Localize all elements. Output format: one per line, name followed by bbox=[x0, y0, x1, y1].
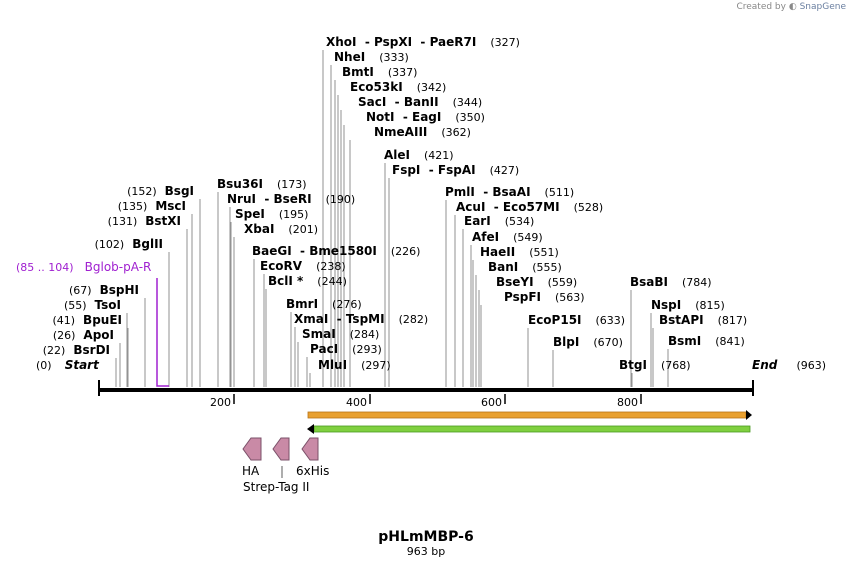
tick-label-600: 600 bbox=[481, 396, 502, 409]
plasmid-length: 963 bp bbox=[406, 545, 446, 558]
site-label-blpi: BlpI (670) bbox=[553, 335, 623, 349]
end-label: End bbox=[752, 358, 778, 372]
tag-label-his: 6xHis bbox=[296, 464, 329, 478]
site-label-bpuei: (41) BpuEI bbox=[52, 313, 122, 327]
snapgene-logo-icon: ◐ bbox=[788, 2, 797, 12]
site-label-saci-banii: SacI - BanII (344) bbox=[358, 95, 482, 109]
site-label-bani: BanI (555) bbox=[488, 260, 562, 274]
tag-label-ha: HA bbox=[242, 464, 260, 478]
site-label-xmai-tspmi: XmaI - TspMI (282) bbox=[294, 312, 428, 326]
tick-label-200: 200 bbox=[210, 396, 231, 409]
start-position: (0) bbox=[36, 359, 52, 372]
site-label-tsoi: (55) TsoI bbox=[64, 298, 121, 312]
credit-brand: SnapGene bbox=[799, 2, 846, 12]
site-lines bbox=[115, 50, 669, 387]
reverse-arrowhead-icon bbox=[307, 424, 314, 434]
primer-label: (85 .. 104) Bglob-pA-R bbox=[16, 256, 151, 275]
primer-range: (85 .. 104) bbox=[16, 261, 74, 274]
site-label-nspi: NspI (815) bbox=[651, 298, 725, 312]
site-label-xbai: XbaI (201) bbox=[244, 222, 318, 236]
site-label-ecorv: EcoRV (238) bbox=[260, 259, 346, 273]
site-label-ecop15i: EcoP15I (633) bbox=[528, 313, 625, 327]
site-label-pmli-bsaai: PmlI - BsaAI (511) bbox=[445, 185, 574, 199]
site-label-bsgi: (152) BsgI bbox=[127, 184, 194, 198]
site-label-btgi: BtgI (768) bbox=[619, 358, 691, 372]
site-label-alei: AleI (421) bbox=[384, 148, 454, 162]
site-label-nrui-bseri: NruI - BseRI (190) bbox=[227, 192, 355, 206]
site-label-nhei: NheI (333) bbox=[334, 50, 409, 64]
tick-label-400: 400 bbox=[346, 396, 367, 409]
site-label-bseyi: BseYI (559) bbox=[496, 275, 577, 289]
plasmid-name: pHLmMBP-6 bbox=[378, 529, 474, 545]
site-label-bsu36i: Bsu36I (173) bbox=[217, 177, 307, 191]
site-label-bsrdi: (22) BsrDI bbox=[43, 343, 110, 357]
ha-tag-arrow-icon bbox=[242, 437, 262, 461]
site-label-paci: PacI (293) bbox=[310, 342, 382, 356]
site-label-smai: SmaI (284) bbox=[302, 327, 379, 341]
sequence-backbone bbox=[99, 388, 753, 392]
site-label-bsphi: (67) BspHI bbox=[69, 283, 139, 297]
forward-arrowhead-icon bbox=[746, 410, 752, 420]
site-label-apoi: (26) ApoI bbox=[53, 328, 114, 342]
site-label-eco53ki: Eco53kI (342) bbox=[350, 80, 446, 94]
site-label-baegi-bme1580i: BaeGI - Bme1580I (226) bbox=[252, 244, 420, 258]
site-label-bmri: BmrI (276) bbox=[286, 297, 362, 311]
site-label-bsabi: BsaBI (784) bbox=[630, 275, 712, 289]
tag-label-strep: Strep-Tag II bbox=[243, 480, 309, 494]
site-label-acui-eco57mi: AcuI - Eco57MI (528) bbox=[456, 200, 603, 214]
site-label-nmeaiii: NmeAIII (362) bbox=[374, 125, 471, 139]
site-label-fspi-fspai: FspI - FspAI (427) bbox=[392, 163, 519, 177]
his-tag-arrow-icon bbox=[301, 437, 319, 461]
primer-name: Bglob-pA-R bbox=[85, 260, 152, 274]
site-labels: (22) BsrDI(26) ApoI(41) BpuEI(55) TsoI(67) Bs… bbox=[43, 35, 747, 372]
reverse-feature-arrow bbox=[313, 425, 751, 433]
snapgene-credit: Created by ◐ SnapGene bbox=[736, 2, 846, 12]
site-label-noti-eagi: NotI - EagI (350) bbox=[366, 110, 485, 124]
forward-feature-arrow bbox=[307, 411, 747, 419]
end-marker: End (963) bbox=[752, 354, 826, 373]
site-label-bglii: (102) BglII bbox=[95, 237, 163, 251]
end-position: (963) bbox=[796, 359, 826, 372]
credit-prefix: Created by bbox=[736, 2, 786, 12]
site-label-haeii: HaeII (551) bbox=[480, 245, 559, 259]
site-label-mlui: MluI (297) bbox=[318, 358, 391, 372]
site-label-bsmi: BsmI (841) bbox=[668, 334, 745, 348]
site-label-xhoi-pspxi-paer7i: XhoI - PspXI - PaeR7I (327) bbox=[326, 35, 520, 49]
site-label-bmti: BmtI (337) bbox=[342, 65, 417, 79]
site-label-eari: EarI (534) bbox=[464, 214, 534, 228]
site-label-msci: (135) MscI bbox=[118, 199, 186, 213]
site-label-afei: AfeI (549) bbox=[472, 230, 543, 244]
site-label-bstxi: (131) BstXI bbox=[108, 214, 181, 228]
start-marker: (0) Start bbox=[36, 354, 100, 373]
tick-label-800: 800 bbox=[617, 396, 638, 409]
start-label: Start bbox=[65, 358, 100, 372]
site-label-pspfi: PspFI (563) bbox=[504, 290, 585, 304]
strep-tag-arrow-icon bbox=[272, 437, 290, 461]
site-label-spei: SpeI (195) bbox=[235, 207, 308, 221]
site-label-bcli: BclI * (244) bbox=[268, 274, 347, 288]
site-label-bstapi: BstAPI (817) bbox=[659, 313, 747, 327]
primer-bracket bbox=[156, 278, 169, 387]
